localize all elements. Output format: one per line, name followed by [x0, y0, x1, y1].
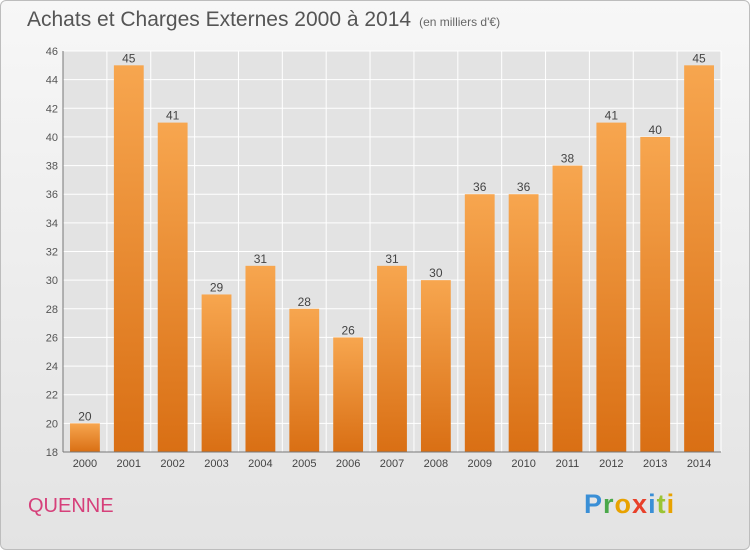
y-tick-label: 46 — [46, 46, 58, 58]
bar — [552, 165, 583, 453]
data-label: 29 — [210, 280, 224, 294]
x-tick-label: 2012 — [599, 458, 623, 470]
bar — [289, 308, 320, 452]
data-label: 36 — [473, 180, 487, 194]
bar — [113, 65, 144, 453]
data-label: 30 — [429, 266, 443, 280]
place-name: QUENNE — [28, 495, 114, 517]
y-tick-label: 38 — [46, 161, 58, 173]
y-tick-label: 28 — [46, 304, 58, 316]
x-tick-label: 2007 — [380, 458, 404, 470]
bar — [508, 194, 539, 452]
x-tick-label: 2013 — [643, 458, 667, 470]
bar — [640, 136, 671, 452]
data-label: 20 — [78, 409, 92, 423]
x-tick-label: 2003 — [204, 458, 228, 470]
y-tick-label: 42 — [46, 103, 58, 115]
data-label: 28 — [298, 295, 312, 309]
bar — [245, 265, 276, 452]
data-label: 41 — [166, 109, 180, 123]
x-tick-label: 2011 — [556, 458, 580, 470]
bar — [684, 65, 714, 453]
bar — [201, 294, 232, 452]
x-tick-label: 2014 — [687, 458, 711, 470]
bar — [333, 337, 364, 452]
y-tick-label: 30 — [46, 275, 58, 287]
data-label: 45 — [692, 51, 706, 65]
y-tick-label: 36 — [46, 189, 58, 201]
data-label: 31 — [385, 252, 399, 266]
y-tick-label: 22 — [46, 390, 58, 402]
x-tick-label: 2010 — [511, 458, 535, 470]
data-label: 36 — [517, 180, 531, 194]
bar — [377, 265, 407, 452]
bar — [596, 122, 627, 452]
bar — [420, 280, 451, 452]
y-tick-label: 18 — [46, 447, 58, 459]
x-tick-label: 2005 — [292, 458, 316, 470]
title-text: Achats et Charges Externes 2000 à 2014 — [27, 8, 412, 31]
bar — [464, 194, 495, 452]
x-tick-label: 2004 — [248, 458, 272, 470]
chart-title: Achats et Charges Externes 2000 à 2014 (e… — [27, 8, 500, 32]
bar — [70, 423, 100, 452]
y-tick-label: 40 — [46, 132, 58, 144]
data-label: 40 — [649, 123, 663, 137]
y-tick-label: 34 — [46, 218, 58, 230]
data-label: 41 — [605, 109, 619, 123]
y-tick-label: 32 — [46, 247, 58, 259]
data-label: 31 — [254, 252, 268, 266]
x-tick-label: 2008 — [424, 458, 448, 470]
data-label: 45 — [122, 51, 136, 65]
bar — [157, 122, 188, 452]
x-tick-label: 2006 — [336, 458, 360, 470]
data-label: 26 — [341, 323, 355, 337]
y-tick-label: 24 — [46, 361, 58, 373]
x-tick-label: 2009 — [467, 458, 491, 470]
x-tick-label: 2002 — [160, 458, 184, 470]
x-tick-label: 2001 — [117, 458, 141, 470]
y-tick-label: 26 — [46, 332, 58, 344]
x-tick-label: 2000 — [73, 458, 97, 470]
proxiti-logo: Proxiti — [584, 489, 676, 519]
unit-label: (en milliers d'€) — [419, 15, 501, 29]
data-label: 38 — [561, 152, 575, 166]
y-tick-label: 44 — [46, 75, 58, 87]
y-tick-label: 20 — [46, 418, 58, 430]
